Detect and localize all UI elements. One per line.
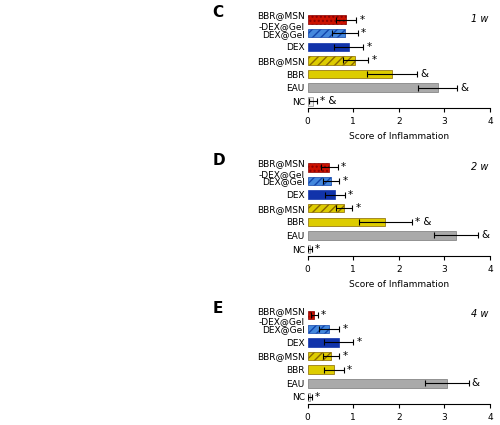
Text: E: E (212, 301, 223, 316)
Bar (308, 190, 335, 199)
Text: *: * (356, 203, 360, 213)
Bar (308, 352, 331, 360)
Bar (308, 163, 330, 172)
Text: 2 w: 2 w (471, 162, 488, 172)
Text: *: * (361, 28, 366, 38)
Text: *: * (321, 310, 326, 320)
Bar (308, 338, 338, 347)
Text: &: & (460, 83, 468, 93)
Bar (308, 245, 310, 253)
Text: &: & (472, 378, 480, 388)
Text: *: * (315, 392, 320, 402)
Bar (308, 393, 310, 401)
Text: *: * (360, 14, 364, 25)
Text: 1 w: 1 w (471, 14, 488, 24)
Text: &: & (481, 230, 489, 241)
Text: * &: * & (414, 217, 431, 227)
Bar (308, 29, 345, 37)
Bar (308, 42, 348, 51)
Bar (308, 325, 330, 333)
X-axis label: Score of Inflammation: Score of Inflammation (348, 132, 449, 141)
Bar (308, 177, 331, 185)
Bar (308, 83, 438, 92)
Bar (308, 366, 334, 374)
Text: *: * (347, 365, 352, 375)
Text: *: * (372, 55, 376, 65)
Bar (308, 97, 313, 105)
Text: *: * (342, 324, 348, 334)
Text: *: * (341, 162, 346, 173)
X-axis label: Score of Inflammation: Score of Inflammation (348, 280, 449, 289)
Text: *: * (342, 351, 348, 361)
Text: *: * (342, 176, 348, 186)
Bar (308, 311, 314, 320)
Text: *: * (315, 244, 320, 254)
Text: *: * (366, 42, 372, 52)
Text: *: * (356, 337, 362, 348)
Bar (308, 379, 446, 388)
Bar (308, 204, 344, 212)
Text: C: C (212, 5, 224, 20)
Text: 4 w: 4 w (471, 309, 488, 319)
Bar (308, 70, 392, 78)
Bar (308, 218, 385, 226)
Text: D: D (212, 153, 225, 168)
Text: * &: * & (320, 96, 336, 106)
Bar (308, 15, 346, 24)
Bar (308, 231, 456, 240)
Text: *: * (348, 190, 353, 200)
Text: &: & (420, 69, 428, 79)
Bar (308, 56, 356, 65)
